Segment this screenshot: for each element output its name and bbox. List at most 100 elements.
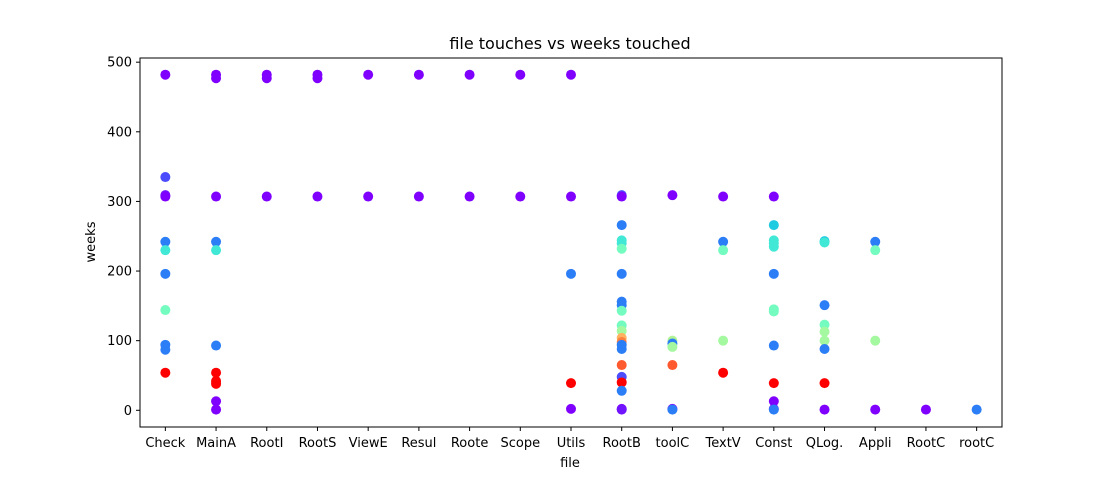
x-tick-label: Roote	[451, 436, 488, 451]
data-point	[718, 335, 729, 346]
x-tick-label: Check	[145, 436, 185, 451]
data-point	[616, 404, 627, 415]
data-point	[667, 341, 678, 352]
data-point	[211, 367, 222, 378]
data-point	[211, 340, 222, 351]
x-tick-label: rootC	[959, 436, 994, 451]
data-point	[363, 69, 374, 80]
y-tick-label: 200	[107, 265, 132, 280]
data-point	[667, 404, 678, 415]
data-point	[870, 245, 881, 256]
y-axis: 0 100 200 300 400 500	[107, 56, 140, 419]
data-point	[160, 344, 171, 355]
data-point	[211, 378, 222, 389]
data-point	[768, 220, 779, 231]
data-point	[971, 404, 982, 415]
data-point	[819, 300, 830, 311]
data-point	[667, 190, 678, 201]
data-point	[768, 306, 779, 317]
data-point	[413, 69, 424, 80]
data-point	[211, 245, 222, 256]
data-point	[616, 385, 627, 396]
data-point	[616, 268, 627, 279]
data-point	[616, 220, 627, 231]
data-point	[464, 69, 475, 80]
data-point	[616, 377, 627, 388]
data-points	[160, 69, 982, 415]
data-point	[616, 191, 627, 202]
data-point	[616, 325, 627, 336]
data-point	[819, 344, 830, 355]
data-point	[768, 241, 779, 252]
data-point	[160, 69, 171, 80]
data-point	[261, 191, 272, 202]
data-point	[464, 191, 475, 202]
data-point	[160, 236, 171, 247]
data-point	[312, 73, 323, 84]
y-tick-label: 300	[107, 195, 132, 210]
x-tick-label: RootI	[250, 436, 283, 451]
x-axis: Check MainA RootI RootS ViewE Resul Roote Scope…	[145, 427, 994, 451]
data-point	[819, 335, 830, 346]
x-tick-label: RootB	[603, 436, 641, 451]
data-point	[870, 236, 881, 247]
x-tick-label: Resul	[401, 436, 436, 451]
data-point	[211, 73, 222, 84]
data-point	[616, 360, 627, 371]
data-point	[819, 237, 830, 248]
data-point	[515, 69, 526, 80]
data-point	[160, 305, 171, 316]
data-point	[616, 305, 627, 316]
x-tick-label: QLog.	[806, 436, 844, 451]
data-point	[768, 404, 779, 415]
x-tick-label: Scope	[500, 436, 540, 451]
x-tick-label: Appli	[859, 436, 892, 451]
data-point	[312, 191, 323, 202]
data-point	[363, 191, 374, 202]
data-point	[566, 191, 576, 202]
data-point	[718, 191, 729, 202]
data-point	[261, 73, 272, 84]
y-tick-label: 0	[124, 404, 132, 419]
data-point	[413, 191, 424, 202]
data-point	[768, 268, 779, 279]
data-point	[160, 268, 171, 279]
data-point	[667, 360, 678, 371]
data-point	[566, 69, 576, 80]
data-point	[566, 403, 576, 414]
data-point	[566, 378, 576, 389]
data-point	[718, 245, 729, 256]
x-tick-label: Utils	[557, 436, 586, 451]
data-point	[515, 191, 526, 202]
data-point	[160, 245, 171, 256]
data-point	[870, 404, 881, 415]
data-point	[160, 172, 171, 183]
x-axis-label: file	[560, 456, 580, 471]
data-point	[819, 326, 830, 337]
chart-title: file touches vs weeks touched	[449, 34, 690, 53]
data-point	[819, 319, 830, 330]
data-point	[718, 367, 729, 378]
x-tick-label: toolC	[656, 436, 690, 451]
data-point	[211, 236, 222, 247]
data-point	[211, 404, 222, 415]
x-tick-label: RootS	[299, 436, 337, 451]
y-axis-label: weeks	[84, 221, 99, 262]
x-tick-label: RootC	[907, 436, 946, 451]
data-point	[768, 340, 779, 351]
data-point	[768, 396, 779, 407]
data-point	[616, 243, 627, 254]
data-point	[211, 396, 222, 407]
data-point	[160, 191, 171, 202]
data-point	[160, 367, 171, 378]
y-tick-label: 500	[107, 56, 132, 71]
data-point	[819, 378, 830, 389]
y-tick-label: 100	[107, 334, 132, 349]
data-point	[768, 378, 779, 389]
x-tick-label: Const	[755, 436, 792, 451]
y-tick-label: 400	[107, 125, 132, 140]
data-point	[566, 268, 576, 279]
data-point	[718, 236, 729, 247]
data-point	[870, 335, 881, 346]
